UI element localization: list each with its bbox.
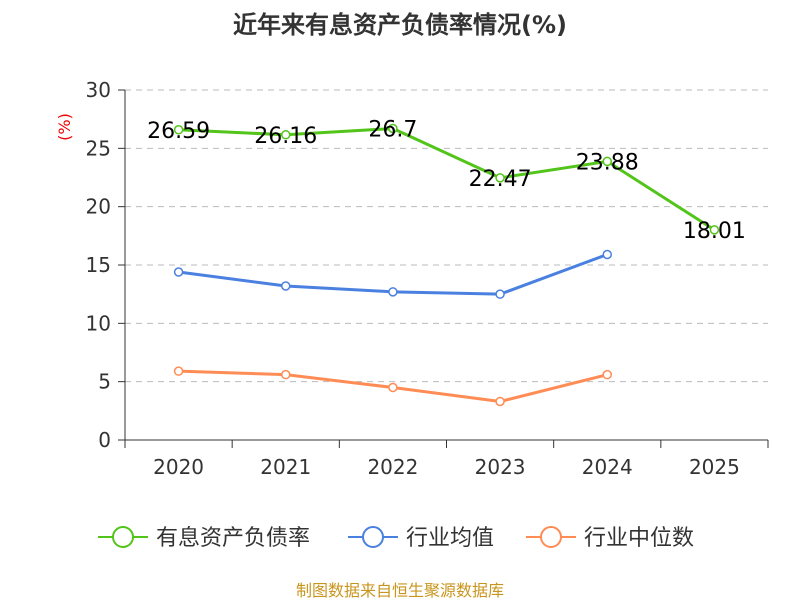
x-tick-label: 2024: [582, 455, 633, 479]
data-point: [495, 396, 505, 407]
y-tick-label: 0: [98, 428, 111, 452]
chart-title: 近年来有息资产负债率情况(%): [233, 11, 567, 39]
data-label: 26.59: [147, 119, 210, 144]
legend-marker: [112, 526, 134, 548]
y-tick-label: 5: [98, 370, 111, 394]
x-tick-label: 2020: [153, 455, 204, 479]
y-tick-label: 30: [86, 78, 111, 102]
y-tick-label: 25: [86, 136, 111, 160]
data-point: [495, 289, 505, 299]
x-tick-label: 2023: [475, 455, 526, 479]
x-tick-label: 2022: [367, 455, 418, 479]
series-line: [178, 126, 716, 232]
data-point: [173, 125, 184, 135]
data-point: [602, 156, 612, 167]
data-point: [281, 130, 291, 140]
source-note: 制图数据来自恒生聚源数据库: [296, 581, 504, 600]
legend-label: 有息资产负债率: [156, 526, 310, 551]
y-tick-label: 15: [86, 253, 111, 277]
data-point: [495, 173, 505, 183]
legend-marker: [540, 526, 562, 548]
data-label: 26.16: [254, 124, 317, 149]
legend-marker: [362, 526, 384, 548]
x-tick-label: 2025: [689, 455, 740, 479]
legend-label: 行业均值: [406, 526, 494, 551]
data-point: [388, 123, 398, 134]
data-point: [173, 366, 184, 376]
data-point: [281, 369, 291, 380]
data-point: [173, 267, 184, 277]
data-point: [602, 249, 612, 260]
data-point: [281, 281, 291, 291]
x-tick-label: 2021: [260, 455, 311, 479]
data-point: [388, 382, 398, 393]
y-axis-label: (%): [55, 113, 74, 141]
data-label: 22.47: [469, 167, 532, 192]
data-label: 26.7: [368, 118, 417, 143]
data-label: 18.01: [683, 219, 746, 244]
data-point: [602, 369, 612, 380]
y-tick-label: 10: [86, 311, 111, 335]
legend-label: 行业中位数: [584, 526, 694, 551]
data-point: [709, 225, 720, 235]
data-point: [388, 287, 398, 297]
data-label: 23.88: [576, 150, 639, 175]
y-tick-label: 20: [86, 195, 111, 219]
